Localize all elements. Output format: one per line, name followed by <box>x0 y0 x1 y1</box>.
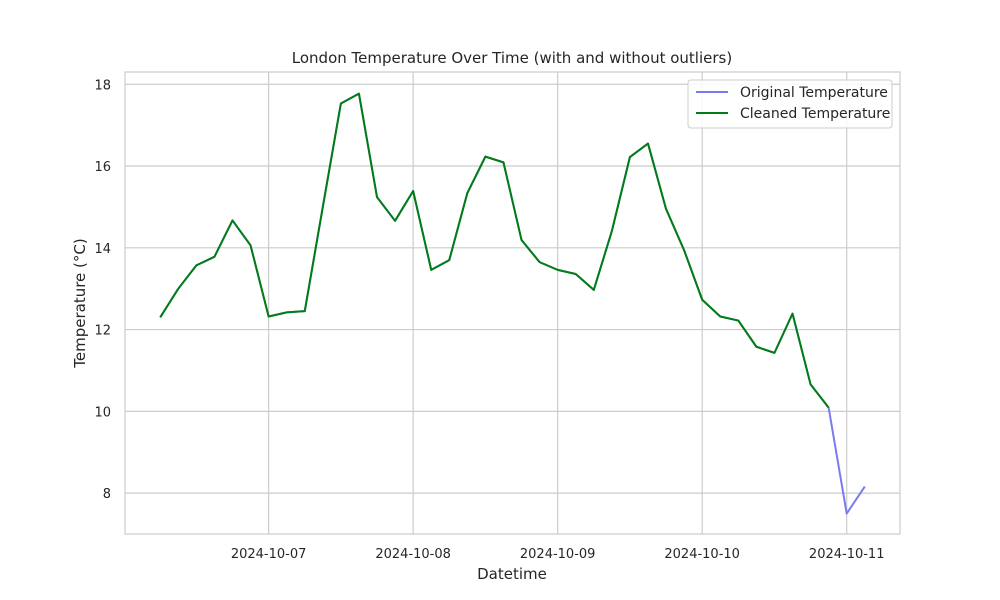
y-tick-label: 18 <box>94 78 111 93</box>
y-tick-label: 14 <box>94 242 111 257</box>
x-tick-label: 2024-10-10 <box>664 547 740 562</box>
legend-label-original: Original Temperature <box>740 85 888 101</box>
x-axis-label: Datetime <box>477 565 547 583</box>
x-tick-label: 2024-10-08 <box>375 547 451 562</box>
y-axis-label: Temperature (°C) <box>71 238 89 368</box>
x-tick-label: 2024-10-09 <box>520 547 596 562</box>
series-lines <box>159 92 866 515</box>
legend: Original Temperature Cleaned Temperature <box>687 79 893 129</box>
x-tick-label: 2024-10-11 <box>809 547 885 562</box>
y-tick-label: 10 <box>94 405 111 420</box>
y-tick-label: 16 <box>94 160 111 175</box>
chart-title: London Temperature Over Time (with and w… <box>292 49 732 67</box>
plot-frame <box>124 71 901 535</box>
legend-box <box>687 79 893 129</box>
y-tick-label: 8 <box>103 487 111 502</box>
tick-labels: 2024-10-07 2024-10-08 2024-10-09 2024-10-10… <box>94 78 884 562</box>
series-line-cleaned <box>159 92 830 409</box>
x-tick-label: 2024-10-07 <box>231 547 307 562</box>
y-tick-label: 12 <box>94 324 111 339</box>
legend-label-cleaned: Cleaned Temperature <box>740 106 890 122</box>
